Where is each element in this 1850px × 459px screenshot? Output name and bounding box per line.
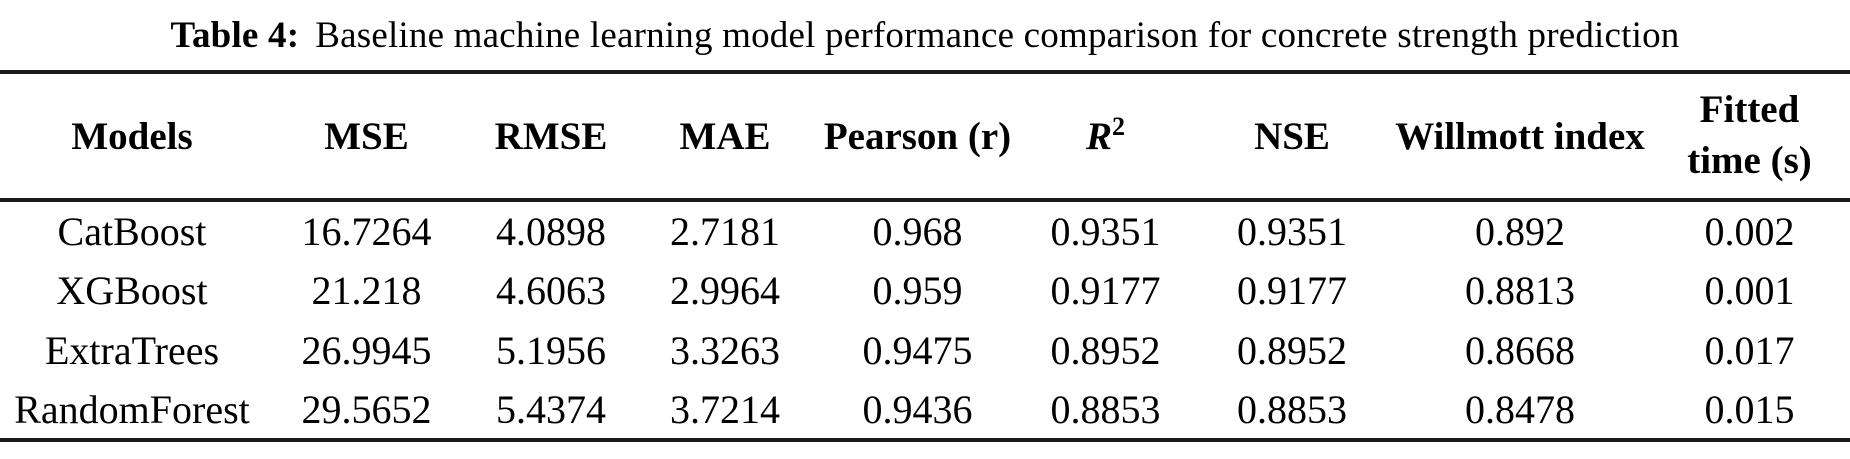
table-header: Models MSE RMSE MAE Pearson (r) R2 NSE W… (0, 72, 1850, 202)
cell-rmse: 5.1956 (496, 327, 606, 373)
r-squared-base: R (1085, 114, 1112, 158)
cell-rmse: 4.6063 (496, 267, 606, 313)
cell-mse: 29.5652 (301, 386, 432, 432)
cell-r-squared: 0.8952 (1050, 327, 1161, 373)
cell-r-squared: 0.8853 (1050, 386, 1161, 432)
cell-mae: 3.3263 (670, 327, 780, 373)
table-body: CatBoost 16.7264 4.0898 2.7181 0.968 0.9… (0, 200, 1850, 440)
cell-model: ExtraTrees (44, 327, 220, 373)
column-header-fitted-time: Fitted time (s) (1649, 72, 1850, 202)
performance-table: Models MSE RMSE MAE Pearson (r) R2 NSE W… (0, 70, 1850, 442)
r-squared-exponent: 2 (1112, 111, 1125, 141)
cell-rmse: 4.0898 (496, 208, 606, 254)
column-header-rmse: RMSE (469, 72, 633, 202)
table-row-extratrees: ExtraTrees 26.9945 5.1956 3.3263 0.9475 … (0, 320, 1850, 380)
caption-text: Baseline machine learning model performa… (315, 14, 1680, 56)
cell-rmse: 5.4374 (496, 386, 606, 432)
cell-willmott: 0.8813 (1465, 267, 1575, 313)
cell-fitted-time: 0.015 (1704, 386, 1795, 432)
cell-mae: 2.9964 (670, 267, 780, 313)
cell-fitted-time: 0.002 (1704, 208, 1795, 254)
cell-model: XGBoost (56, 267, 208, 313)
cell-nse: 0.9177 (1237, 267, 1347, 313)
cell-willmott: 0.8478 (1465, 386, 1575, 432)
cell-model: RandomForest (14, 386, 250, 432)
cell-mse: 16.7264 (301, 208, 432, 254)
table-row-randomforest: RandomForest 29.5652 5.4374 3.7214 0.943… (0, 380, 1850, 440)
cell-willmott: 0.892 (1475, 208, 1565, 254)
cell-mae: 3.7214 (670, 386, 780, 432)
column-header-willmott: Willmott index (1391, 72, 1649, 202)
fitted-time-line2: time (s) (1687, 139, 1812, 182)
cell-nse: 0.9351 (1237, 208, 1347, 254)
caption-label: Table 4: (170, 14, 300, 56)
table-row-xgboost: XGBoost 21.218 4.6063 2.9964 0.959 0.917… (0, 260, 1850, 320)
column-header-models: Models (0, 72, 264, 202)
column-header-nse: NSE (1193, 72, 1391, 202)
cell-mse: 21.218 (311, 267, 422, 313)
cell-fitted-time: 0.017 (1704, 327, 1795, 373)
fitted-time-line1: Fitted (1699, 88, 1800, 132)
cell-fitted-time: 0.001 (1704, 267, 1795, 313)
cell-model: CatBoost (57, 208, 207, 254)
cell-pearson: 0.9436 (862, 386, 973, 432)
cell-willmott: 0.8668 (1465, 327, 1575, 373)
header-row: Models MSE RMSE MAE Pearson (r) R2 NSE W… (0, 72, 1850, 202)
table-row-catboost: CatBoost 16.7264 4.0898 2.7181 0.968 0.9… (0, 200, 1850, 260)
column-header-mae: MAE (633, 72, 817, 202)
cell-nse: 0.8853 (1237, 386, 1347, 432)
column-header-r-squared: R2 (1018, 72, 1193, 202)
column-header-pearson: Pearson (r) (817, 72, 1018, 202)
cell-nse: 0.8952 (1237, 327, 1347, 373)
cell-pearson: 0.9475 (862, 327, 973, 373)
cell-mse: 26.9945 (301, 327, 432, 373)
table-caption: Table 4: Baseline machine learning model… (0, 0, 1850, 70)
cell-pearson: 0.959 (872, 267, 963, 313)
cell-r-squared: 0.9177 (1050, 267, 1161, 313)
cell-mae: 2.7181 (670, 208, 780, 254)
column-header-mse: MSE (264, 72, 469, 202)
cell-pearson: 0.968 (872, 208, 963, 254)
cell-r-squared: 0.9351 (1050, 208, 1161, 254)
